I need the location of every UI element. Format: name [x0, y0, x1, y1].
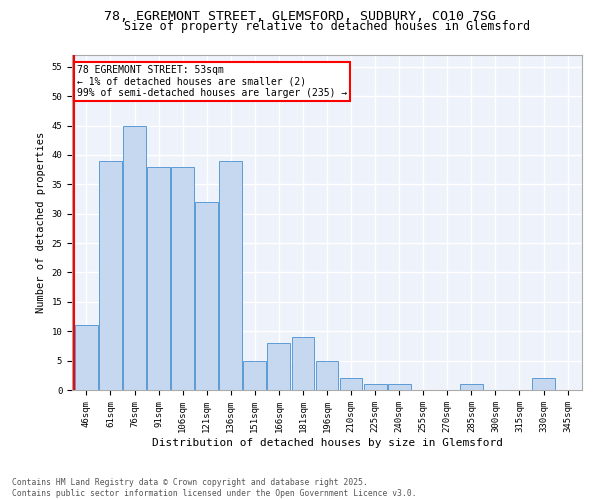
- Bar: [99, 161, 122, 390]
- Text: Contains HM Land Registry data © Crown copyright and database right 2025.
Contai: Contains HM Land Registry data © Crown c…: [12, 478, 416, 498]
- Text: 78 EGREMONT STREET: 53sqm
← 1% of detached houses are smaller (2)
99% of semi-de: 78 EGREMONT STREET: 53sqm ← 1% of detach…: [77, 65, 347, 98]
- Bar: [123, 126, 146, 390]
- Bar: [292, 337, 314, 390]
- Bar: [340, 378, 362, 390]
- Bar: [364, 384, 386, 390]
- X-axis label: Distribution of detached houses by size in Glemsford: Distribution of detached houses by size …: [151, 438, 503, 448]
- Bar: [195, 202, 218, 390]
- Title: Size of property relative to detached houses in Glemsford: Size of property relative to detached ho…: [124, 20, 530, 33]
- Bar: [388, 384, 410, 390]
- Bar: [460, 384, 483, 390]
- Y-axis label: Number of detached properties: Number of detached properties: [36, 132, 46, 313]
- Bar: [316, 360, 338, 390]
- Bar: [532, 378, 555, 390]
- Bar: [75, 326, 98, 390]
- Bar: [171, 166, 194, 390]
- Text: 78, EGREMONT STREET, GLEMSFORD, SUDBURY, CO10 7SG: 78, EGREMONT STREET, GLEMSFORD, SUDBURY,…: [104, 10, 496, 23]
- Bar: [147, 166, 170, 390]
- Bar: [244, 360, 266, 390]
- Bar: [220, 161, 242, 390]
- Bar: [268, 343, 290, 390]
